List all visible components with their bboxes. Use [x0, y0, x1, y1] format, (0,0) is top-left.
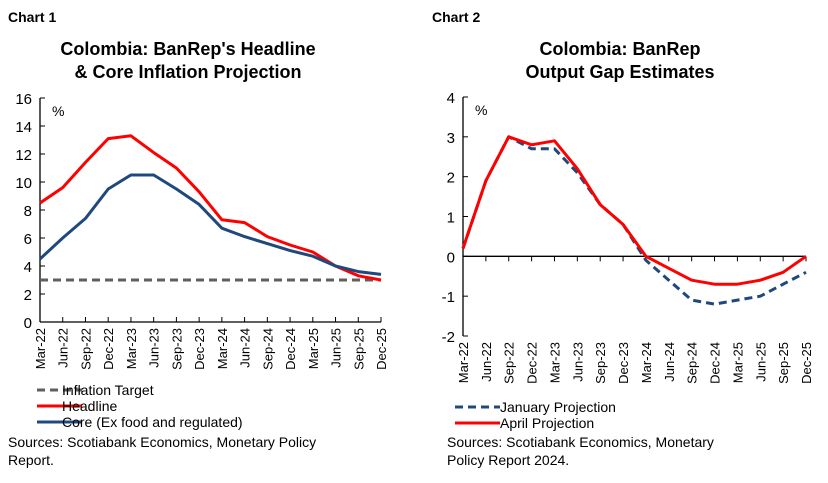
x-tick-label: Dec-22 — [101, 328, 116, 370]
x-tick-label: Jun-22 — [479, 342, 494, 382]
unit-label: % — [52, 103, 64, 119]
x-tick-label: Mar-24 — [639, 342, 654, 383]
y-tick-label: 10 — [15, 175, 32, 192]
x-tick-label: Sep-25 — [351, 328, 366, 370]
x-tick-label: Dec-25 — [374, 328, 389, 370]
y-tick-label: 0 — [447, 249, 455, 266]
y-tick-label: 14 — [15, 119, 32, 136]
series-line-headline — [39, 134, 382, 282]
x-tick-label: Jun-23 — [147, 328, 162, 368]
y-tick-label: -2 — [442, 329, 455, 346]
legend-label: Inflation Target — [62, 382, 154, 398]
x-tick-label: Mar-24 — [215, 328, 230, 369]
series-line-january-projection — [461, 135, 807, 306]
sources-note: Policy Report 2024. — [447, 452, 569, 468]
x-tick-label: Sep-24 — [685, 342, 700, 384]
sources-note: Sources: Scotiabank Economics, Monetary … — [8, 434, 316, 450]
chart-title: Colombia: BanRep's Headline — [60, 39, 315, 59]
x-tick-label: Sep-22 — [78, 328, 93, 370]
x-tick-label: Sep-22 — [502, 342, 517, 384]
legend-label: January Projection — [500, 399, 616, 415]
x-tick-label: Jun-25 — [753, 342, 768, 382]
x-tick-label: Sep-23 — [593, 342, 608, 384]
x-tick-label: Jun-22 — [56, 328, 71, 368]
chart-title: & Core Inflation Projection — [74, 62, 301, 82]
unit-label: % — [475, 102, 487, 118]
y-tick-label: -1 — [442, 289, 455, 306]
y-tick-label: 2 — [447, 170, 455, 187]
x-tick-label: Jun-24 — [238, 328, 253, 368]
x-tick-label: Dec-23 — [616, 342, 631, 384]
chart-title: Colombia: BanRep — [539, 39, 700, 59]
y-tick-label: 3 — [447, 130, 455, 147]
y-tick-label: 2 — [24, 287, 32, 304]
y-tick-label: 1 — [447, 210, 455, 227]
x-tick-label: Jun-25 — [329, 328, 344, 368]
series-line-core-ex-food-and-regulated- — [38, 173, 382, 276]
sources-note: Report. — [8, 452, 54, 468]
x-tick-label: Mar-23 — [547, 342, 562, 383]
legend-label: Headline — [62, 398, 117, 414]
legend-label: April Projection — [500, 415, 594, 431]
x-tick-label: Jun-23 — [570, 342, 585, 382]
chart-label: Chart 1 — [8, 9, 56, 25]
series-line-april-projection — [461, 135, 807, 286]
legend-label: Core (Ex food and regulated) — [62, 414, 243, 430]
chart-label: Chart 2 — [432, 9, 480, 25]
x-tick-label: Mar-25 — [306, 328, 321, 369]
x-tick-label: Mar-23 — [124, 328, 139, 369]
x-tick-label: Dec-22 — [525, 342, 540, 384]
y-tick-label: 12 — [15, 147, 32, 164]
x-tick-label: Dec-24 — [283, 328, 298, 370]
x-tick-label: Sep-23 — [169, 328, 184, 370]
x-tick-label: Mar-22 — [33, 328, 48, 369]
y-tick-label: 4 — [447, 90, 455, 107]
x-tick-label: Dec-25 — [799, 342, 814, 384]
x-tick-label: Sep-24 — [260, 328, 275, 370]
x-tick-label: Mar-25 — [730, 342, 745, 383]
y-tick-label: 6 — [24, 231, 32, 248]
x-tick-label: Sep-25 — [776, 342, 791, 384]
x-tick-label: Mar-22 — [456, 342, 471, 383]
chart-title: Output Gap Estimates — [525, 62, 714, 82]
y-tick-label: 4 — [24, 259, 32, 276]
y-tick-label: 8 — [24, 203, 32, 220]
y-tick-label: 0 — [24, 315, 32, 332]
x-tick-label: Dec-24 — [708, 342, 723, 384]
x-tick-label: Dec-23 — [192, 328, 207, 370]
y-tick-label: 16 — [15, 91, 32, 108]
sources-note: Sources: Scotiabank Economics, Monetary — [447, 434, 714, 450]
x-tick-label: Jun-24 — [662, 342, 677, 382]
